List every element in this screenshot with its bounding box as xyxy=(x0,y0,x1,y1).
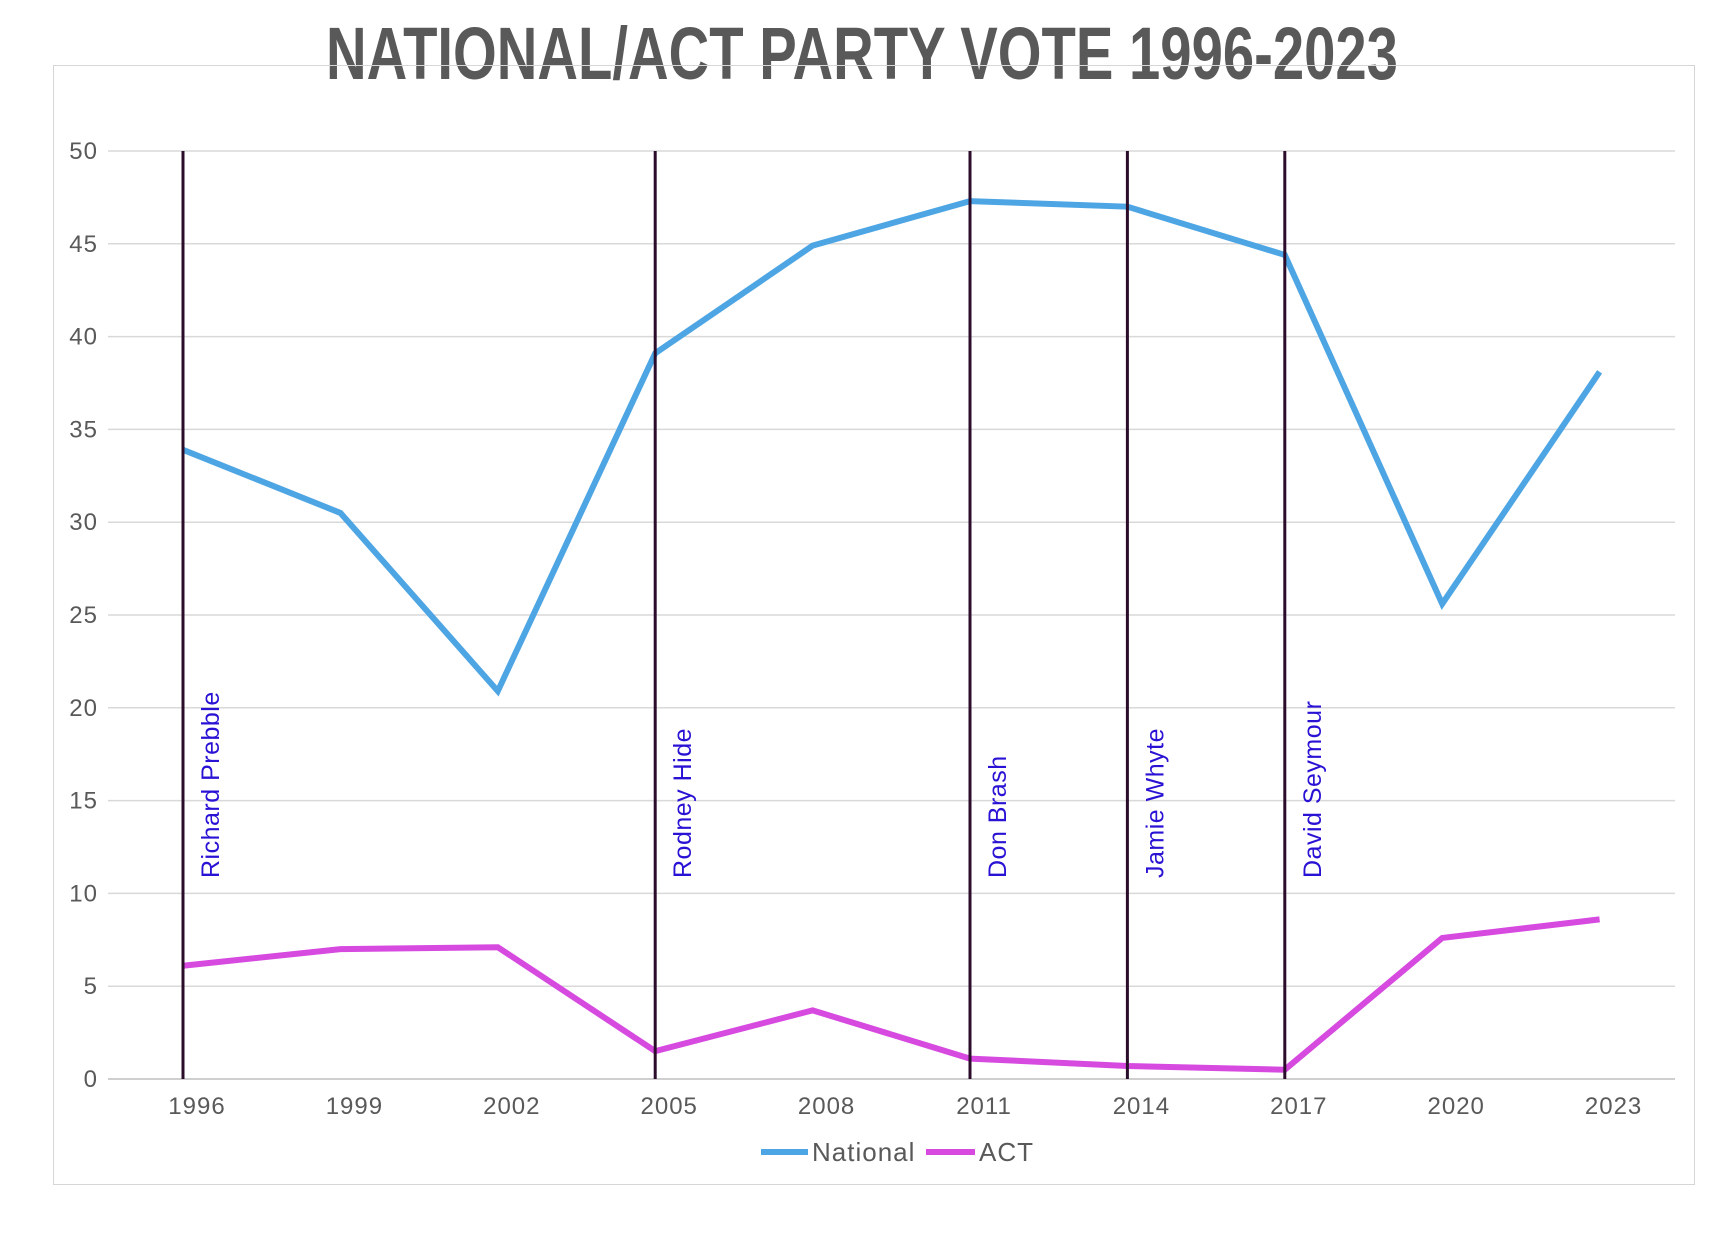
x-tick-label: 2020 xyxy=(1428,1093,1485,1120)
leader-label: Jamie Whyte xyxy=(1141,728,1169,878)
x-tick-label: 2002 xyxy=(483,1093,540,1120)
leader-annotations: Richard Prebble Rodney Hide Don Brash Jamie… xyxy=(181,151,1327,1079)
legend-label-national: National xyxy=(812,1137,915,1167)
y-tick-label: 45 xyxy=(69,231,98,258)
x-tick-label: 2023 xyxy=(1585,1093,1642,1120)
y-tick-label: 40 xyxy=(69,324,98,351)
x-axis-ticks: 1996 1999 2002 2005 2008 2011 2014 2017 2020 2023 xyxy=(168,1093,1642,1120)
y-tick-label: 0 xyxy=(84,1066,98,1093)
x-tick-label: 2014 xyxy=(1113,1093,1170,1120)
leader-label: Richard Prebble xyxy=(197,691,225,878)
y-tick-label: 35 xyxy=(69,416,98,443)
x-tick-label: 2011 xyxy=(956,1093,1012,1120)
series-lines xyxy=(181,198,1603,1073)
legend: National ACT xyxy=(761,1137,1034,1167)
x-tick-label: 2008 xyxy=(798,1093,855,1120)
series-line-national xyxy=(181,198,1603,697)
y-axis-ticks: 0 5 10 15 20 25 30 35 40 45 50 xyxy=(69,138,98,1093)
chart-title: NATIONAL/ACT PARTY VOTE 1996-2023 xyxy=(326,12,1398,95)
x-tick-label: 2017 xyxy=(1270,1093,1327,1120)
y-tick-label: 50 xyxy=(69,138,98,165)
x-tick-label: 1999 xyxy=(326,1093,383,1120)
y-tick-label: 20 xyxy=(69,695,98,722)
gridlines xyxy=(108,150,1675,1080)
leader-label: Don Brash xyxy=(984,755,1012,878)
y-tick-label: 15 xyxy=(69,788,98,815)
y-tick-label: 30 xyxy=(69,509,98,536)
y-tick-label: 25 xyxy=(69,602,98,629)
legend-label-act: ACT xyxy=(979,1137,1034,1167)
series-line-act xyxy=(182,916,1600,1073)
leader-label: David Seymour xyxy=(1299,701,1327,878)
leader-label: Rodney Hide xyxy=(669,728,697,878)
x-tick-label: 2005 xyxy=(641,1093,698,1120)
chart-frame xyxy=(53,65,1695,1185)
y-tick-label: 5 xyxy=(84,973,98,1000)
x-tick-label: 1996 xyxy=(168,1093,225,1120)
y-tick-label: 10 xyxy=(69,880,98,907)
